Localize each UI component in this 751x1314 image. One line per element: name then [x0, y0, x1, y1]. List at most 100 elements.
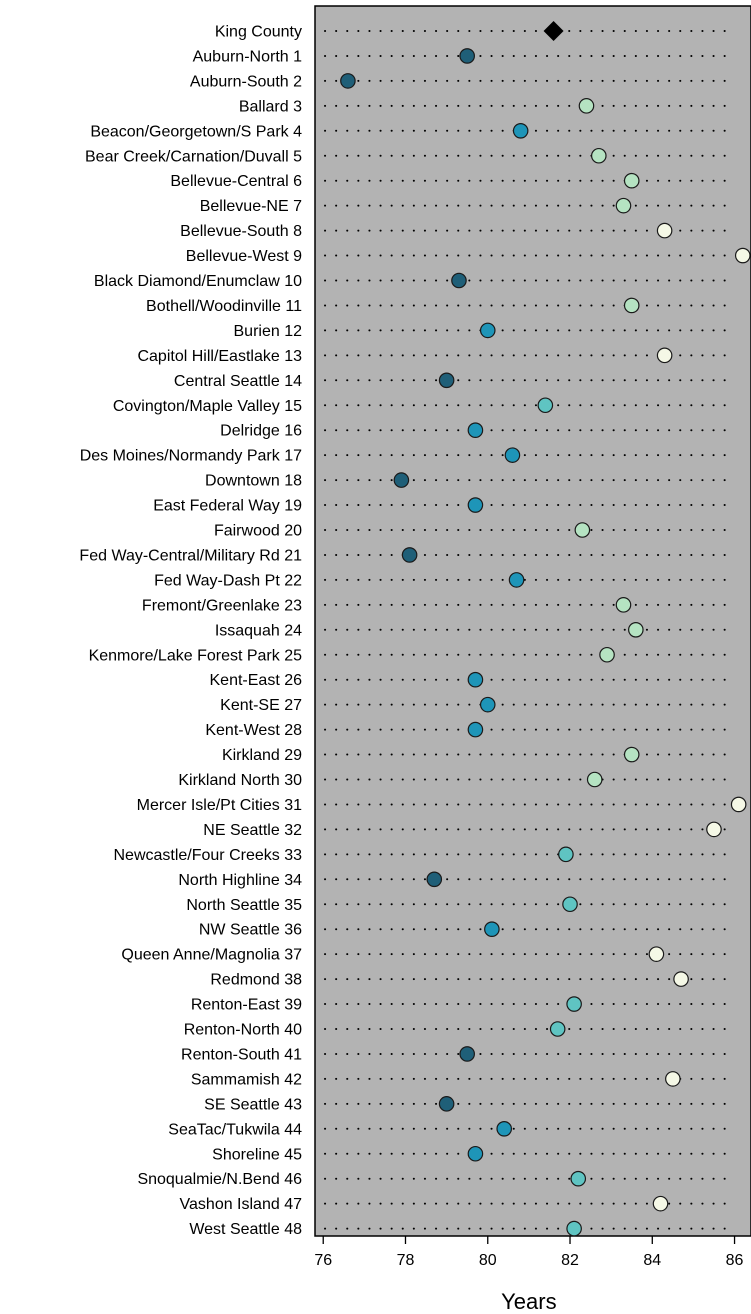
- data-point: [438, 1096, 455, 1112]
- data-point: [566, 996, 582, 1012]
- category-label: Fed Way-Central/Military Rd 21: [79, 547, 302, 564]
- data-point: [467, 671, 484, 688]
- data-point: [467, 721, 484, 738]
- data-point: [393, 472, 410, 488]
- rows-layer: King County Auburn-North 1 Auburn-South 2 B…: [79, 21, 751, 1238]
- data-point: [549, 1021, 566, 1037]
- data-point: [615, 597, 632, 613]
- data-point: [459, 48, 475, 64]
- x-axis: 76 78 80 82 84 86: [314, 1236, 744, 1269]
- category-label: Kirkland North 30: [178, 772, 302, 789]
- category-label: Auburn-South 2: [190, 73, 302, 90]
- category-label: SeaTac/Tukwila 44: [168, 1121, 302, 1138]
- reference-marker: [543, 21, 564, 41]
- category-label: Bear Creek/Carnation/Duvall 5: [85, 148, 302, 165]
- category-label: Bellevue-Central 6: [170, 173, 302, 190]
- category-label: Vashon Island 47: [180, 1196, 303, 1213]
- category-label: Delridge 16: [220, 423, 302, 440]
- x-tick-label: 80: [479, 1252, 497, 1269]
- data-point: [623, 297, 640, 314]
- category-label: Bellevue-South 8: [180, 223, 302, 240]
- category-label: Black Diamond/Enumclaw 10: [94, 273, 302, 290]
- data-point: [586, 771, 603, 788]
- data-point: [648, 946, 665, 962]
- category-label: Redmond 38: [210, 972, 302, 989]
- data-point: [570, 1170, 587, 1187]
- category-label: North Highline 34: [178, 872, 302, 889]
- data-point: [512, 123, 529, 139]
- data-point: [730, 796, 747, 813]
- data-point: [426, 871, 443, 888]
- data-point: [578, 98, 595, 114]
- data-point: [467, 1145, 484, 1162]
- data-point: [673, 971, 689, 987]
- data-point: [628, 621, 644, 638]
- data-point: [558, 846, 574, 863]
- data-point: [401, 547, 418, 563]
- data-point: [467, 422, 484, 438]
- category-label: Central Seattle 14: [174, 373, 302, 390]
- data-point: [459, 1046, 475, 1062]
- category-label: Burien 12: [234, 323, 303, 340]
- category-label: West Seattle 48: [189, 1221, 302, 1238]
- category-label: Sammamish 42: [191, 1071, 302, 1088]
- data-point: [656, 222, 673, 239]
- data-point: [496, 1121, 513, 1137]
- data-point: [479, 696, 496, 713]
- category-label: Fairwood 20: [214, 523, 302, 540]
- data-point: [665, 1071, 681, 1087]
- data-point: [591, 147, 607, 164]
- data-point: [537, 397, 554, 414]
- data-point: [438, 372, 455, 389]
- category-label: Kenmore/Lake Forest Park 25: [89, 647, 303, 664]
- category-label: Newcastle/Four Creeks 33: [113, 847, 302, 864]
- category-label: Capitol Hill/Eastlake 13: [137, 348, 302, 365]
- category-label: King County: [215, 24, 302, 41]
- data-point: [623, 172, 640, 189]
- category-label: Renton-East 39: [191, 997, 302, 1014]
- category-label: Bellevue-NE 7: [200, 198, 302, 215]
- x-tick-label: 82: [561, 1252, 579, 1269]
- category-label: Renton-South 41: [181, 1046, 302, 1063]
- data-point: [574, 522, 591, 538]
- category-label: Kirkland 29: [222, 747, 302, 764]
- category-label: Downtown 18: [205, 473, 302, 490]
- category-label: Fed Way-Dash Pt 22: [154, 572, 302, 589]
- category-label: Fremont/Greenlake 23: [142, 597, 302, 614]
- category-label: Issaquah 24: [215, 622, 302, 639]
- data-point: [508, 572, 525, 588]
- category-label: Renton-North 40: [184, 1022, 302, 1039]
- category-label: Bothell/Woodinville 11: [146, 298, 302, 315]
- data-point: [562, 896, 578, 913]
- category-label: Snoqualmie/N.Bend 46: [137, 1171, 302, 1188]
- category-label: Kent-SE 27: [220, 697, 302, 714]
- category-label: SE Seattle 43: [204, 1096, 302, 1113]
- category-label: Shoreline 45: [212, 1146, 302, 1163]
- x-tick-label: 86: [726, 1252, 744, 1269]
- data-point: [599, 646, 615, 663]
- category-label: Beacon/Georgetown/S Park 4: [90, 123, 302, 140]
- data-point: [706, 821, 722, 838]
- category-label: Ballard 3: [239, 98, 302, 115]
- category-label: NE Seattle 32: [203, 822, 302, 839]
- data-point: [652, 1195, 669, 1212]
- data-point: [467, 497, 484, 513]
- category-label: Kent-West 28: [205, 722, 302, 739]
- category-label: Bellevue-West 9: [186, 248, 302, 265]
- x-tick-label: 78: [397, 1252, 415, 1269]
- data-point: [504, 447, 521, 463]
- data-point: [451, 272, 467, 289]
- category-label: Kent-East 26: [210, 672, 303, 689]
- data-point: [484, 921, 500, 937]
- category-label: Covington/Maple Valley 15: [113, 398, 302, 415]
- data-point: [734, 247, 751, 264]
- data-point: [479, 322, 496, 339]
- category-label: Mercer Isle/Pt Cities 31: [137, 797, 302, 814]
- category-label: Auburn-North 1: [193, 48, 302, 65]
- data-point: [340, 73, 356, 89]
- category-label: North Seattle 35: [186, 897, 302, 914]
- category-label: Queen Anne/Magnolia 37: [121, 947, 302, 964]
- x-axis-title: Years: [501, 1289, 556, 1314]
- x-tick-label: 84: [643, 1252, 661, 1269]
